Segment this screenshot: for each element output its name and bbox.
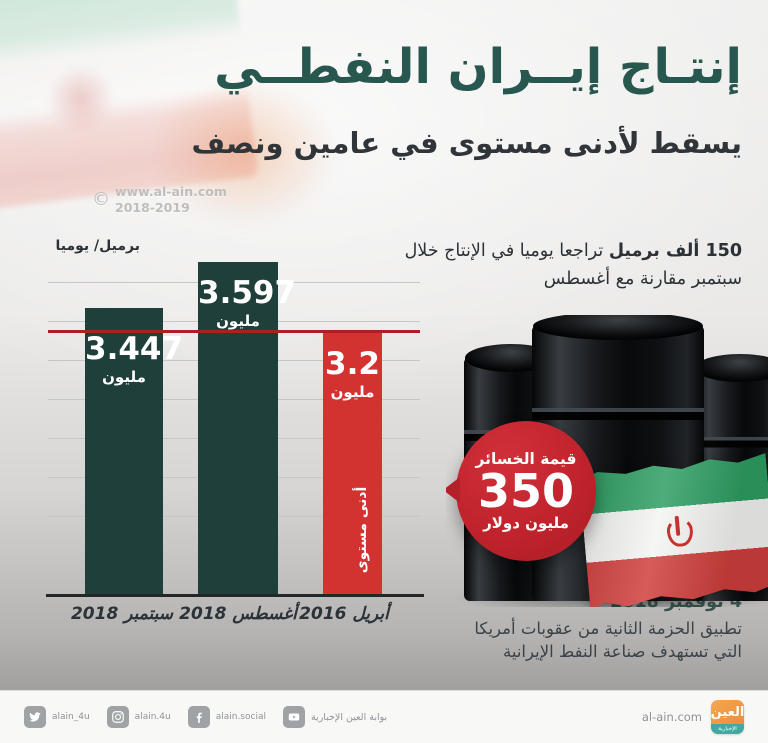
badge-unit: مليون دولار [483, 514, 569, 533]
iran-flag [584, 461, 768, 603]
bar-chart: برميل/ يوميا 3.447 مليون 3.597 مليون 3.2… [0, 230, 446, 650]
copyright-icon: © [92, 188, 110, 210]
footer-branding: al-ain.com العين الإخبارية [642, 700, 744, 734]
facebook-handle: alain.social [215, 712, 266, 722]
bar-august-2018: 3.597 مليون [198, 262, 297, 594]
badge-value: 350 [477, 463, 575, 518]
y-axis-label: برميل/ يوميا [55, 238, 140, 254]
sanctions-line-1: تطبيق الحزمة الثانية من عقوبات أمريكا [474, 618, 742, 638]
sanctions-line-2: التي تستهدف صناعة النفط الإيرانية [503, 642, 742, 662]
x-axis-line [46, 594, 424, 597]
bar-september-2018: 3.447 مليون [85, 308, 184, 594]
site-url[interactable]: al-ain.com [641, 710, 702, 724]
watermark: © www.al-ain.com 2018-2019 [92, 184, 227, 215]
bar-value: 3.447 [85, 331, 184, 367]
social-item-instagram[interactable]: alain.4u [106, 706, 171, 728]
production-drop-bold: 150 ألف برميل [608, 241, 742, 261]
x-label-september-2018: سبتمبر 2018 [70, 604, 174, 624]
badge-title: قيمة الخسائر [475, 449, 577, 468]
lowest-level-annotation: أدنى مستوى [354, 486, 370, 574]
social-item-youtube[interactable]: بوابة العين الإخبارية [282, 706, 388, 728]
production-drop-text: 150 ألف برميل تراجعا يوميا في الإنتاج خل… [397, 237, 742, 293]
alain-logo-text: العين [711, 704, 744, 720]
social-item-facebook[interactable]: alain.social [187, 706, 266, 728]
twitter-icon [24, 706, 46, 728]
bar-unit: مليون [330, 383, 375, 401]
alain-logo-subtext: الإخبارية [711, 724, 744, 734]
page-title: إنتـاج إيــران النفطــي [214, 39, 742, 95]
twitter-handle: alain_4u [52, 712, 90, 722]
watermark-years: 2018-2019 [115, 199, 190, 215]
alain-logo[interactable]: العين الإخبارية [711, 700, 744, 734]
youtube-icon [282, 706, 305, 728]
social-links: alain_4u alain.4u alain.social بوابة الع… [24, 706, 387, 728]
instagram-icon [106, 706, 129, 728]
bar-value: 3.2 [325, 346, 380, 382]
losses-badge: قيمة الخسائر 350 مليون دولار [446, 421, 596, 561]
bar-unit: مليون [216, 312, 260, 330]
production-drop-rest: تراجعا يوميا في الإنتاج خلال سبتمبر مقار… [404, 241, 742, 289]
instagram-handle: alain.4u [134, 712, 171, 722]
orange-blur-blob [150, 78, 340, 228]
footer-bar: alain_4u alain.4u alain.social بوابة الع… [0, 690, 768, 743]
watermark-url: www.al-ain.com [115, 184, 227, 199]
oil-barrels-illustration: قيمة الخسائر 350 مليون دولار [446, 315, 768, 607]
x-label-august-2018: أغسطس 2018 [179, 604, 297, 624]
facebook-icon [187, 706, 210, 728]
social-item-twitter[interactable]: alain_4u [24, 706, 90, 728]
iran-emblem-icon [664, 515, 693, 547]
bar-april-2016: 3.2 مليون [323, 333, 382, 594]
threshold-line [48, 330, 420, 333]
bar-value: 3.597 [198, 275, 297, 311]
page-subtitle: يسقط لأدنى مستوى في عامين ونصف [191, 126, 742, 160]
youtube-handle: بوابة العين الإخبارية [310, 711, 388, 723]
x-label-april-2016: أبريل 2016 [299, 604, 389, 624]
bar-unit: مليون [102, 368, 146, 386]
